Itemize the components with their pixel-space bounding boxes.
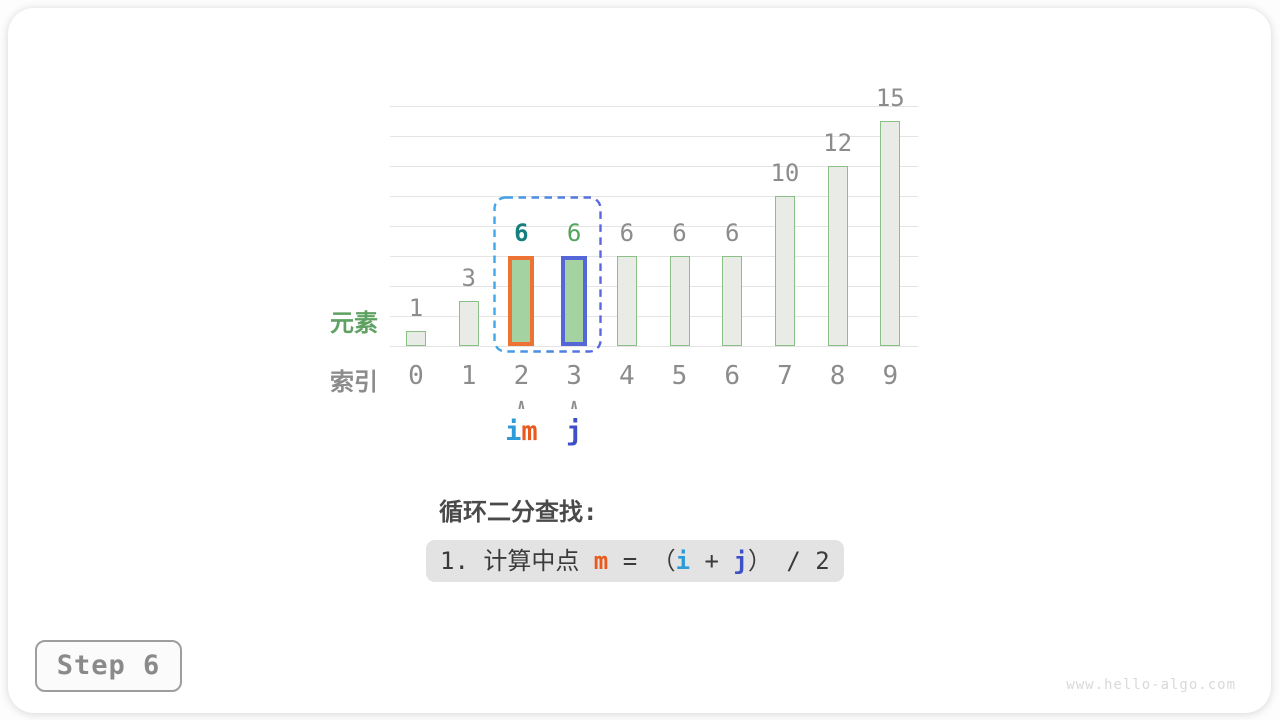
pointer-i: i — [505, 416, 522, 447]
bar-index-0 — [406, 331, 426, 346]
bar-value-label-3: 6 — [566, 219, 582, 247]
bar-index-6 — [722, 256, 743, 346]
bar-value-label-2: 6 — [514, 219, 529, 247]
bar-value-label-8: 12 — [823, 129, 853, 157]
bar-chart: 1 3 6 6 6 6 6 10 12 15 — [390, 84, 918, 347]
bar-index-8 — [827, 166, 848, 346]
caret-icon: ∧ — [569, 397, 579, 413]
bar-value-label-7: 10 — [770, 159, 800, 187]
bar-index-5 — [669, 256, 690, 346]
step-badge: Step 6 — [35, 640, 182, 692]
bar-index-1 — [458, 301, 479, 346]
index-label-7: 7 — [777, 361, 793, 391]
pointer-label: j — [542, 416, 606, 447]
gridline — [390, 256, 918, 257]
index-label-3: 3 — [566, 361, 582, 391]
formula-var-m: m — [593, 547, 609, 575]
row-label-elements: 元素 — [330, 309, 378, 337]
index-label-6: 6 — [724, 361, 741, 391]
bar-value-label-1: 3 — [461, 264, 476, 292]
formula-box: 1. 计算中点 m = （i + j） / 2 — [426, 540, 844, 582]
index-label-2: 2 — [513, 361, 530, 391]
row-label-indices: 索引 — [330, 368, 378, 396]
watermark: www.hello-algo.com — [1066, 677, 1236, 693]
bar-index-4 — [616, 256, 637, 346]
gridline — [390, 196, 918, 197]
pointer-m: m — [521, 416, 538, 447]
gridline — [390, 166, 918, 167]
formula-text: + — [690, 547, 734, 575]
search-range-dashed-box — [493, 196, 602, 353]
gridline — [390, 316, 918, 317]
bar-value-label-6: 6 — [724, 219, 740, 247]
bar-value-label-0: 1 — [408, 294, 424, 322]
formula-text: = （ — [608, 547, 676, 575]
bar-index-3 — [561, 256, 588, 346]
index-label-4: 4 — [618, 361, 635, 391]
pointer-label: im — [489, 416, 553, 447]
formula-var-j: j — [733, 547, 748, 575]
formula-var-i: i — [675, 547, 691, 575]
index-label-0: 0 — [408, 361, 424, 391]
caret-icon: ∧ — [517, 397, 526, 413]
bar-index-2 — [508, 256, 535, 346]
bar-value-label-9: 15 — [875, 84, 905, 112]
index-label-9: 9 — [882, 361, 899, 391]
gridline — [390, 226, 918, 227]
figure-card — [8, 8, 1271, 713]
bar-value-label-5: 6 — [672, 219, 687, 247]
index-label-8: 8 — [829, 361, 846, 391]
bar-index-7 — [774, 196, 795, 346]
gridline — [390, 346, 918, 347]
bar-value-label-4: 6 — [619, 219, 635, 247]
gridline — [390, 106, 918, 107]
index-label-5: 5 — [671, 361, 688, 391]
formula-text: ） / 2 — [747, 547, 830, 575]
dashed-range-rect — [493, 196, 602, 353]
formula-text: 1. 计算中点 — [440, 547, 594, 575]
bar-index-9 — [880, 121, 901, 346]
pointer-j: j — [565, 416, 583, 447]
gridline — [390, 136, 918, 137]
index-label-1: 1 — [460, 361, 477, 391]
caption-title: 循环二分查找: — [439, 498, 598, 526]
gridline — [390, 286, 918, 287]
